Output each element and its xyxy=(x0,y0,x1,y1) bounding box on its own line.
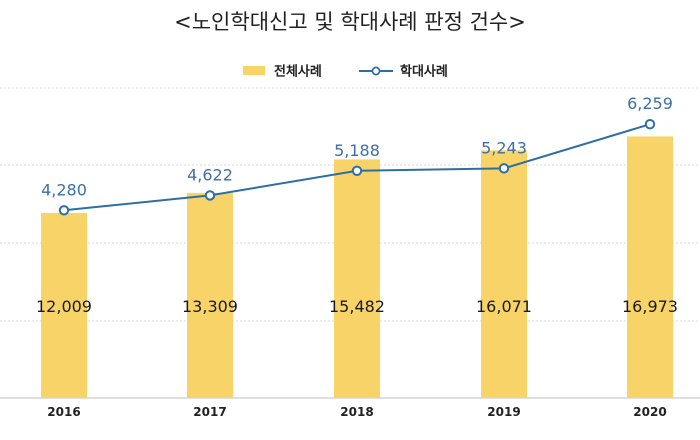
line-value-label: 4,280 xyxy=(41,180,87,199)
line-value-label: 6,259 xyxy=(627,94,673,113)
x-tick-label: 2019 xyxy=(487,405,520,419)
line-point xyxy=(644,118,656,130)
line-value-label: 5,188 xyxy=(334,141,380,160)
line-point xyxy=(351,165,363,176)
bar xyxy=(334,159,380,398)
chart-title: <노인학대신고 및 학대사례 판정 건수> xyxy=(174,10,526,34)
line-point xyxy=(498,163,510,174)
line-value-label: 4,622 xyxy=(187,165,233,184)
bar xyxy=(187,192,233,398)
legend: 전체사례 학대사례 xyxy=(243,64,448,80)
x-tick-label: 2016 xyxy=(47,405,80,419)
bar xyxy=(481,150,527,398)
line-series xyxy=(58,118,656,216)
x-tick-label: 2017 xyxy=(193,405,226,419)
legend-line-marker xyxy=(371,66,381,76)
legend-bar-label: 전체사례 xyxy=(274,64,322,80)
bar xyxy=(41,212,87,398)
x-tick-label: 2018 xyxy=(340,405,373,419)
bar-value-label: 15,482 xyxy=(329,297,385,316)
legend-bar-swatch xyxy=(243,66,265,75)
bar-value-label: 16,071 xyxy=(476,297,532,316)
bar xyxy=(627,136,673,398)
line-point xyxy=(58,205,70,216)
line-point xyxy=(204,190,216,201)
legend-line-label: 학대사례 xyxy=(400,64,448,80)
bar-value-label: 13,309 xyxy=(182,297,238,316)
bar-series xyxy=(41,136,673,398)
data-labels: 12,009 13,309 15,482 16,071 16,973 4,280 4,622… xyxy=(36,94,678,316)
bar-value-label: 12,009 xyxy=(36,297,92,316)
bar-value-label: 16,973 xyxy=(622,297,678,316)
x-axis: 2016 2017 2018 2019 2020 xyxy=(47,405,666,419)
line-value-label: 5,243 xyxy=(481,138,527,157)
x-tick-label: 2020 xyxy=(633,405,666,419)
